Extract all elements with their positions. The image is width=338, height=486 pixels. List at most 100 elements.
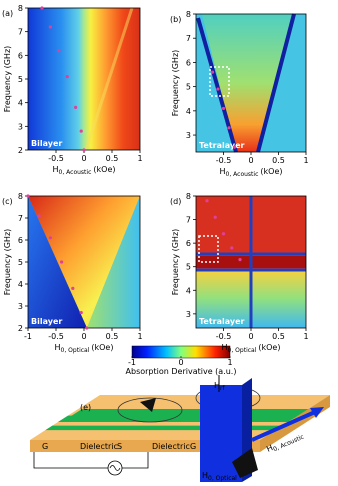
panel-label: (a) [2, 9, 13, 18]
strip-label: G [42, 442, 48, 451]
colorbar-label: Absorption Derivative (a.u.) [126, 367, 237, 376]
panel-label: (e) [80, 403, 91, 412]
y-tick-label: 7 [186, 34, 191, 43]
y-tick-label: 8 [18, 4, 23, 13]
x-tick-label: 0.5 [272, 332, 285, 341]
x-tick-label: 1 [303, 156, 308, 165]
fit-point [71, 286, 75, 290]
x-axis-label-sub: 0, Acoustic [226, 171, 259, 178]
optical-field-label-main: H [202, 471, 208, 480]
x-axis-label: H0, Optical (kOe) [55, 343, 114, 354]
x-axis-label: H0, Acoustic (kOe) [53, 165, 116, 176]
panel-label: (b) [170, 15, 181, 24]
y-tick-label: 8 [186, 10, 191, 19]
x-axis-label-sub: 0, Optical [61, 347, 90, 354]
heatmap-d [196, 196, 306, 328]
acoustic-field-label-main: H [265, 443, 274, 454]
x-axis-label-main: H [53, 165, 59, 174]
x-tick-label: 1 [137, 332, 142, 341]
fit-point [48, 25, 53, 29]
strip-label: S [117, 442, 122, 451]
annotation: Bilayer [31, 139, 62, 148]
y-tick-label: 4 [18, 280, 23, 289]
x-axis-label-main: H [220, 167, 226, 176]
y-tick-label: 5 [186, 83, 191, 92]
fit-point [57, 49, 61, 53]
y-tick-label: 3 [186, 131, 191, 140]
optical-field-label: H0, Optical [202, 471, 237, 482]
fit-point [85, 326, 89, 330]
y-tick-label: 3 [18, 122, 23, 131]
y-axis-label: Frequency (GHz) [171, 50, 180, 117]
fit-point [37, 214, 41, 218]
fit-point [230, 246, 234, 250]
fit-point [79, 129, 83, 133]
colorbar-tick-label: 1 [227, 358, 232, 367]
fit-point [238, 258, 242, 262]
y-tick-label: 4 [18, 99, 23, 108]
colorbar-tick-label: -1 [128, 358, 136, 367]
x-tick-label: 0 [248, 156, 253, 165]
x-axis-label: H0, Acoustic (kOe) [220, 167, 283, 178]
y-tick-label: 8 [18, 192, 23, 201]
x-axis-label-unit: (kOe) [260, 167, 282, 176]
x-tick-label: 0.5 [106, 154, 119, 163]
x-tick-label: 0 [81, 332, 86, 341]
x-tick-label: 0.5 [106, 332, 119, 341]
y-tick-label: 8 [186, 192, 191, 201]
x-tick-label: 0 [248, 332, 253, 341]
fit-point [216, 87, 220, 91]
fit-point [227, 126, 231, 130]
x-tick-label: 1 [303, 332, 308, 341]
y-axis-label: Frequency (GHz) [171, 229, 180, 296]
strip-label: Dielectric [152, 442, 190, 451]
rf-field-label-main: H [214, 381, 220, 390]
x-axis-label-unit: (kOe) [258, 343, 280, 352]
fit-point [60, 260, 64, 264]
fit-point [82, 148, 86, 152]
strip-label: Dielectric [80, 442, 118, 451]
fit-point [221, 106, 226, 111]
y-tick-label: 4 [186, 286, 191, 295]
panel-label: (d) [170, 197, 181, 206]
y-tick-label: 5 [18, 258, 23, 267]
y-tick-label: 6 [18, 236, 23, 245]
heatmap-c [28, 196, 140, 328]
fit-point [79, 311, 83, 315]
x-tick-label: 0 [81, 154, 86, 163]
fit-point [40, 6, 44, 10]
optical-field-label-sub: 0, Optical [208, 475, 237, 482]
x-axis-label-sub: 0, Optical [228, 347, 257, 354]
y-tick-label: 2 [18, 324, 23, 333]
strip-label: G [190, 442, 196, 451]
x-tick-label: -0.5 [48, 154, 64, 163]
x-axis-label-sub: 0, Acoustic [59, 169, 92, 176]
y-tick-label: 2 [18, 146, 23, 155]
x-tick-label: -1 [24, 332, 32, 341]
y-tick-label: 5 [186, 263, 191, 272]
heatmap-a [28, 7, 140, 151]
fit-point [26, 194, 30, 198]
fit-point [221, 232, 226, 236]
x-tick-label: -0.5 [216, 156, 232, 165]
x-axis-label-main: H [222, 343, 228, 352]
y-tick-label: 4 [186, 107, 191, 116]
y-tick-label: 7 [186, 216, 191, 225]
rf-field-label-sub: rf [220, 385, 225, 392]
x-axis-label-unit: (kOe) [91, 343, 113, 352]
colorbar-tick-label: 0 [178, 358, 183, 367]
x-tick-label: 1 [137, 154, 142, 163]
y-tick-label: 7 [18, 28, 23, 37]
annotation: Tetralayer [199, 141, 245, 150]
diagram [30, 375, 330, 482]
panel-label: (c) [2, 197, 13, 206]
fit-point [65, 75, 69, 79]
x-axis-label: H0, Optical (kOe) [222, 343, 281, 354]
y-tick-label: 6 [186, 239, 191, 248]
y-tick-label: 5 [18, 75, 23, 84]
fit-point [232, 145, 237, 149]
x-tick-label: -0.5 [216, 332, 232, 341]
y-tick-label: 6 [186, 58, 191, 67]
